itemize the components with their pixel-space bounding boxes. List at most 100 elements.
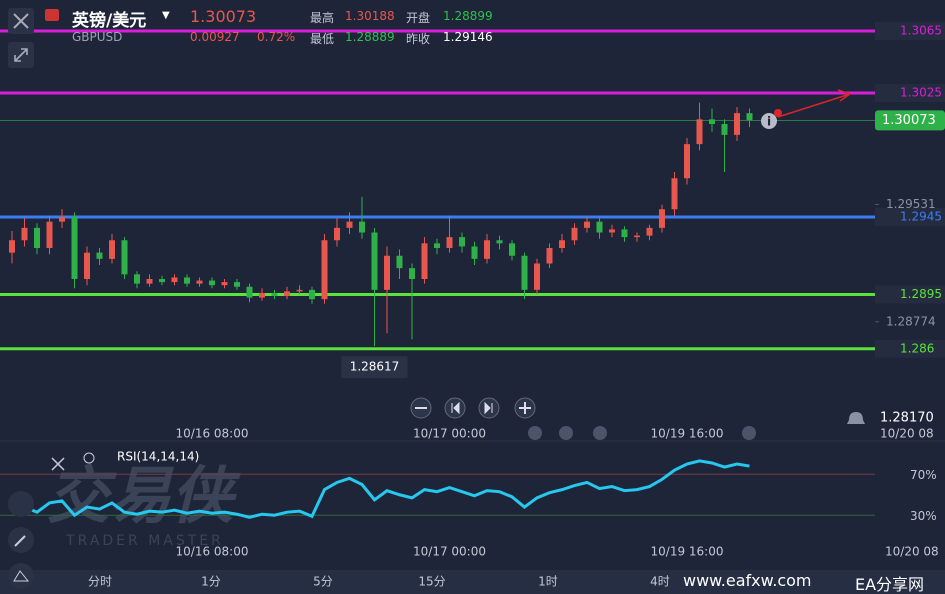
candle-body xyxy=(159,279,165,283)
tab[interactable]: 1分 xyxy=(201,575,221,589)
candle-body xyxy=(571,227,578,241)
dot[interactable] xyxy=(528,426,542,440)
tab[interactable]: 4时 xyxy=(650,575,670,589)
x-tick-label: 10/19 16:00 xyxy=(651,427,724,441)
candle-body xyxy=(609,229,615,233)
site-name: EA分享网 xyxy=(855,575,925,594)
close-icon xyxy=(13,13,29,29)
candle-body xyxy=(184,277,190,284)
dot[interactable] xyxy=(593,426,607,440)
x-tick-label: 10/19 16:00 xyxy=(651,545,724,559)
tab[interactable]: 5分 xyxy=(313,575,333,589)
candle-body xyxy=(371,232,378,290)
candle-body xyxy=(109,240,115,259)
arrow-line xyxy=(777,93,851,118)
icon xyxy=(451,401,460,415)
candle-body xyxy=(309,289,315,300)
candle-body xyxy=(534,263,540,290)
y-tick-label: 1.29531 xyxy=(886,197,936,211)
candle-body xyxy=(59,217,65,222)
candle-body xyxy=(409,268,415,279)
watermark-logo: 交易侠 xyxy=(47,459,241,532)
symbol: GBPUSD xyxy=(72,30,123,44)
candle-body xyxy=(21,227,28,241)
flag xyxy=(45,9,59,21)
prev-label: 昨收 xyxy=(406,32,431,46)
candle-body xyxy=(96,252,103,259)
candle-body xyxy=(584,221,590,228)
x-tick-label: 10/17 00:00 xyxy=(413,427,486,441)
candle-body xyxy=(9,240,15,253)
candle-body xyxy=(246,286,253,298)
candle-body xyxy=(84,252,90,279)
arrow-head xyxy=(837,89,852,102)
candle-body xyxy=(196,280,203,284)
tab[interactable]: 15分 xyxy=(418,575,445,589)
y-tick-label: 1.28774 xyxy=(886,314,936,328)
alert-bell[interactable] xyxy=(847,412,865,424)
candle-body xyxy=(384,255,390,290)
candle-body xyxy=(209,280,215,286)
dot[interactable] xyxy=(742,426,756,440)
x-edge-label: 10/20 08 xyxy=(880,427,934,441)
rsi-line xyxy=(11,459,750,519)
tab[interactable]: 分时 xyxy=(88,575,112,589)
price: 1.30073 xyxy=(190,7,257,26)
candle-body xyxy=(509,243,515,256)
candle-body xyxy=(546,248,553,264)
last-price-label: 1.30073 xyxy=(882,113,936,128)
candle-body xyxy=(284,291,290,297)
info-icon[interactable] xyxy=(761,113,777,129)
arrow-dot xyxy=(774,109,782,117)
candle-body xyxy=(746,113,753,121)
candle-body xyxy=(684,144,690,179)
candle-body xyxy=(434,243,440,248)
candle-body xyxy=(259,292,265,298)
x-tick-label: 10/17 00:00 xyxy=(413,545,486,559)
info-i: i xyxy=(767,115,771,129)
candle-body xyxy=(221,282,228,286)
shape-button[interactable] xyxy=(8,563,34,589)
candle-body xyxy=(171,277,178,283)
title[interactable]: 英镑/美元 xyxy=(72,11,147,31)
candle-body xyxy=(496,240,503,244)
rsi-close[interactable] xyxy=(51,457,65,471)
candle-body xyxy=(621,229,628,238)
candle-body xyxy=(271,292,278,297)
candle-body xyxy=(646,227,653,236)
level-tag xyxy=(875,208,945,226)
candle-body xyxy=(596,221,603,233)
candle-body xyxy=(146,279,153,284)
candle-body xyxy=(359,221,365,233)
low-marker-label: 1.28617 xyxy=(350,360,400,374)
candle-body xyxy=(721,124,728,135)
pen-icon xyxy=(14,535,26,547)
change-pct: 0.72% xyxy=(257,30,296,44)
rsi-settings[interactable] xyxy=(83,452,95,464)
open: 1.28899 xyxy=(443,9,493,23)
low: 1.28889 xyxy=(345,30,395,44)
level-tag xyxy=(875,285,945,304)
candle-body xyxy=(734,113,740,135)
tool-button[interactable] xyxy=(8,491,34,517)
alert-label: 1.28170 xyxy=(880,411,934,426)
candle-body xyxy=(321,240,328,300)
candle-body xyxy=(634,235,640,238)
dot[interactable] xyxy=(559,426,573,440)
tab[interactable]: 1时 xyxy=(538,575,558,589)
level-tag xyxy=(875,22,945,40)
low-marker-box xyxy=(341,356,408,379)
level-tag xyxy=(875,339,945,358)
candle-body xyxy=(484,240,490,259)
dropdown[interactable]: ▼ xyxy=(162,10,170,21)
candle-body xyxy=(34,227,40,248)
level-tag xyxy=(875,84,945,102)
icon xyxy=(484,401,493,415)
level-label: 1.3025 xyxy=(900,86,942,100)
open-label: 开盘 xyxy=(406,11,431,25)
low-label: 最低 xyxy=(310,32,335,46)
candle-body xyxy=(334,227,340,241)
last-price-tag xyxy=(875,110,945,131)
high-label: 最高 xyxy=(310,11,335,25)
